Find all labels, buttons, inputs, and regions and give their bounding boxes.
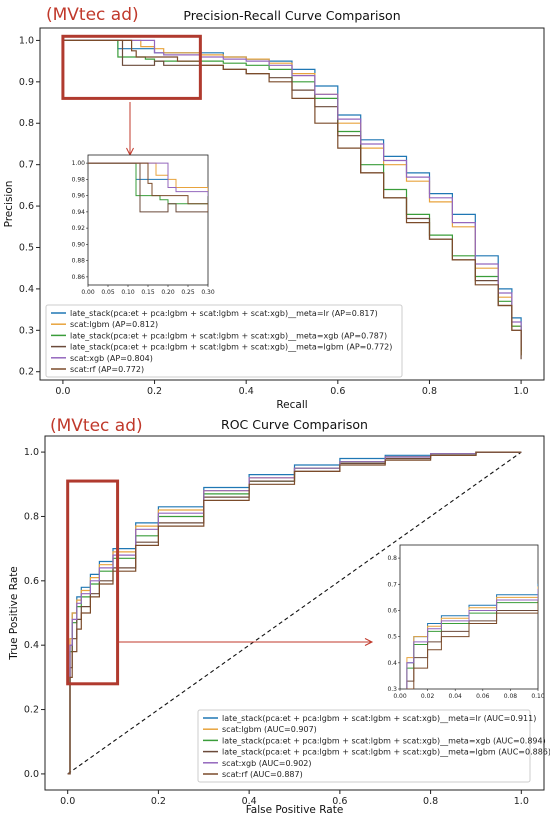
y-axis-label: Precision xyxy=(3,181,15,228)
legend-entry: scat:xgb (AP=0.804) xyxy=(70,354,153,363)
inset-x-tick-label: 0.10 xyxy=(121,289,135,296)
x-tick-label: 0.0 xyxy=(55,386,70,397)
inset-y-tick-label: 0.8 xyxy=(387,555,397,562)
y-tick-label: 0.3 xyxy=(19,325,34,336)
inset-y-tick-label: 0.86 xyxy=(72,274,86,281)
y-tick-label: 1.0 xyxy=(24,447,39,458)
inset-y-tick-label: 0.92 xyxy=(72,225,86,232)
y-tick-label: 0.9 xyxy=(19,77,34,88)
x-tick-label: 0.8 xyxy=(423,796,438,807)
chance-diagonal-line xyxy=(67,451,522,775)
inset-y-tick-label: 0.7 xyxy=(387,581,397,588)
legend-entry: late_stack(pca:et + pca:lgbm + scat:lgbm… xyxy=(70,331,387,340)
panel-tag: (MVtec ad) xyxy=(50,416,143,436)
plot-frame xyxy=(44,435,545,791)
inset-x-tick-label: 0.08 xyxy=(504,693,518,700)
legend-entry: late_stack(pca:et + pca:lgbm + scat:lgbm… xyxy=(222,748,550,757)
legend-entry: scat:rf (AP=0.772) xyxy=(70,365,144,374)
x-axis-label: Recall xyxy=(276,399,307,411)
legend-box xyxy=(197,709,531,783)
inset-y-tick-label: 0.3 xyxy=(387,686,397,693)
inset-x-tick-label: 0.00 xyxy=(81,289,95,296)
inset-y-tick-label: 0.94 xyxy=(72,209,86,216)
legend-entry: late_stack(pca:et + pca:lgbm + scat:lgbm… xyxy=(222,736,546,745)
x-tick-label: 0.6 xyxy=(330,386,345,397)
roc-curve-chart: (MVtec ad) ROC Curve Comparison 0.0 0.2 0.4 0… xyxy=(8,416,550,816)
inset-y-tick-label: 0.88 xyxy=(72,258,86,265)
y-tick-label: 0.2 xyxy=(19,367,34,378)
inset-y-tick-label: 0.90 xyxy=(72,241,86,248)
pr-curve-chart: (MVtec ad) Precision-Recall Curve Compari… xyxy=(3,5,545,411)
x-tick-label: 0.4 xyxy=(239,386,254,397)
inset-series-line-4 xyxy=(88,162,208,213)
legend-entry: late_stack(pca:et + pca:lgbm + scat:lgbm… xyxy=(70,309,378,318)
inset-series-group xyxy=(88,162,208,213)
legend-entry: late_stack(pca:et + pca:lgbm + scat:lgbm… xyxy=(70,343,392,352)
inset-x-tick-label: 0.05 xyxy=(101,289,115,296)
y-axis-label: True Positive Rate xyxy=(8,566,20,661)
inset-y-tick-label: 0.5 xyxy=(387,634,397,641)
legend-entry: scat:xgb (AUC=0.902) xyxy=(222,759,312,768)
x-tick-label: 0.2 xyxy=(151,796,166,807)
inset-x-tick-label: 0.20 xyxy=(161,289,175,296)
legend-entry: scat:lgbm (AUC=0.907) xyxy=(222,725,317,734)
legend-entry: scat:lgbm (AP=0.812) xyxy=(70,320,158,329)
plot-frame xyxy=(39,27,545,381)
chart-title: Precision-Recall Curve Comparison xyxy=(183,8,400,23)
y-tick-label: 0.4 xyxy=(24,640,39,651)
zoom-region-box xyxy=(61,34,202,100)
inset-series-line-2 xyxy=(88,162,208,193)
inset-x-tick-label: 0.30 xyxy=(201,289,215,296)
inset-x-tick-label: 0.06 xyxy=(476,693,490,700)
inset-y-tick-label: 0.96 xyxy=(72,193,86,200)
x-tick-label: 0.4 xyxy=(242,796,257,807)
y-tick-label: 0.5 xyxy=(19,242,34,253)
y-tick-label: 0.0 xyxy=(24,769,39,780)
inset-x-tick-label: 0.04 xyxy=(449,693,463,700)
y-tick-label: 0.8 xyxy=(24,511,39,522)
inset-x-tick-label: 0.00 xyxy=(393,693,407,700)
inset-y-tick-label: 1.00 xyxy=(72,160,86,167)
inset-series-group xyxy=(406,583,538,689)
inset-x-tick-label: 0.02 xyxy=(421,693,435,700)
series-line-5 xyxy=(67,451,522,775)
legend-box xyxy=(45,304,403,378)
x-tick-label: 0.2 xyxy=(147,386,162,397)
series-group xyxy=(67,451,522,775)
inset-series-line-6 xyxy=(406,602,538,689)
x-tick-label: 1.0 xyxy=(514,386,529,397)
inset-series-line-6 xyxy=(88,162,208,213)
inset-x-tick-label: 0.25 xyxy=(181,289,195,296)
inset-x-tick-label: 0.15 xyxy=(141,289,155,296)
x-tick-label: 0.8 xyxy=(422,386,437,397)
inset-series-line-5 xyxy=(406,589,538,689)
inset-y-tick-label: 0.6 xyxy=(387,607,397,614)
panel-tag: (MVtec ad) xyxy=(46,5,139,25)
x-tick-label: 0.0 xyxy=(60,796,75,807)
y-tick-label: 0.8 xyxy=(19,118,34,129)
x-tick-label: 1.0 xyxy=(514,796,529,807)
legend-entry: late_stack(pca:et + pca:lgbm + scat:lgbm… xyxy=(222,714,536,723)
x-tick-label: 0.6 xyxy=(332,796,347,807)
y-tick-label: 0.2 xyxy=(24,705,39,716)
x-axis-label: False Positive Rate xyxy=(246,804,344,816)
zoom-region-box xyxy=(66,479,120,686)
y-tick-label: 1.0 xyxy=(19,35,34,46)
y-tick-label: 0.4 xyxy=(19,284,34,295)
inset-y-tick-label: 0.4 xyxy=(387,660,397,667)
y-tick-label: 0.6 xyxy=(24,576,39,587)
y-tick-label: 0.7 xyxy=(19,160,34,171)
legend-entry: scat:rf (AUC=0.887) xyxy=(222,770,303,779)
y-tick-label: 0.6 xyxy=(19,201,34,212)
inset-y-tick-label: 0.98 xyxy=(72,176,86,183)
series-line-6 xyxy=(67,451,522,775)
series-line-6 xyxy=(62,39,522,356)
zoom-connector-arrowhead xyxy=(364,638,374,646)
inset-x-tick-label: 0.10 xyxy=(531,693,545,700)
chart-title: ROC Curve Comparison xyxy=(221,417,368,432)
inset-series-line-3 xyxy=(88,162,208,205)
